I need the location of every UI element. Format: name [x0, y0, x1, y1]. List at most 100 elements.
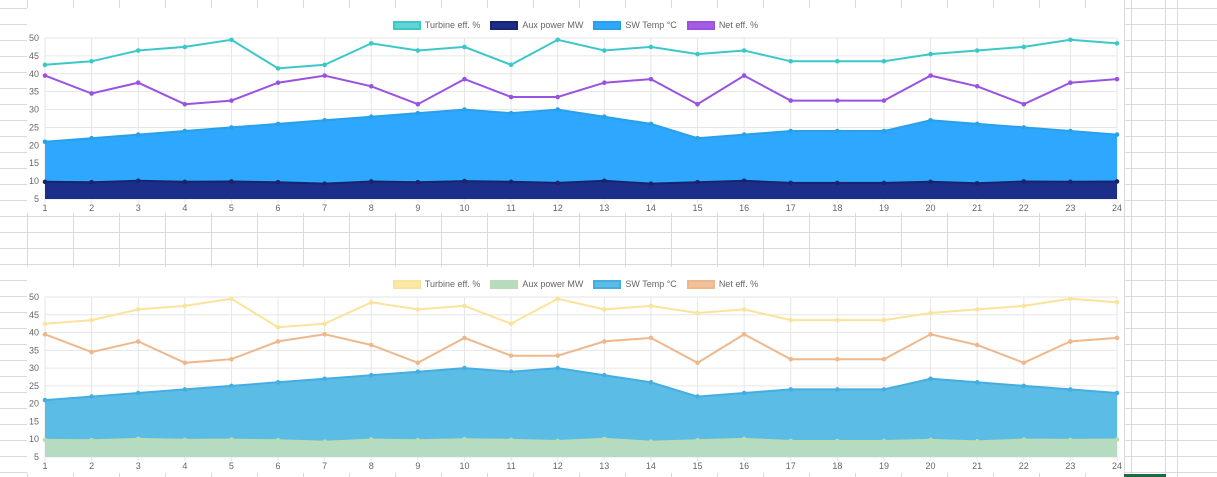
data-point[interactable]: [555, 296, 560, 302]
data-point[interactable]: [322, 62, 327, 68]
data-point[interactable]: [974, 342, 980, 348]
data-point[interactable]: [788, 387, 794, 392]
data-point[interactable]: [602, 114, 607, 120]
data-point[interactable]: [508, 94, 514, 100]
data-point[interactable]: [415, 437, 421, 443]
data-point[interactable]: [788, 98, 794, 103]
data-point[interactable]: [42, 73, 48, 78]
legend-item[interactable]: Net eff. %: [686, 20, 758, 30]
data-point[interactable]: [1114, 335, 1120, 341]
data-point[interactable]: [648, 439, 654, 445]
data-point[interactable]: [462, 44, 467, 50]
data-point[interactable]: [229, 125, 234, 130]
data-point[interactable]: [229, 356, 234, 362]
data-point[interactable]: [741, 178, 747, 184]
data-point[interactable]: [275, 80, 281, 86]
data-point[interactable]: [415, 48, 421, 53]
data-point[interactable]: [42, 437, 48, 443]
data-point[interactable]: [928, 310, 933, 316]
legend-item[interactable]: SW Temp °C: [593, 279, 677, 289]
data-point[interactable]: [835, 317, 840, 323]
data-point[interactable]: [42, 321, 48, 326]
data-point[interactable]: [182, 303, 188, 309]
data-point[interactable]: [275, 66, 281, 71]
data-point[interactable]: [1021, 44, 1027, 50]
data-point[interactable]: [695, 135, 700, 141]
data-point[interactable]: [229, 37, 234, 43]
data-point[interactable]: [182, 387, 188, 392]
data-point[interactable]: [835, 128, 840, 134]
data-point[interactable]: [89, 317, 94, 323]
data-point[interactable]: [695, 360, 700, 366]
data-point[interactable]: [135, 339, 141, 344]
data-point[interactable]: [555, 107, 560, 112]
data-point[interactable]: [182, 128, 188, 134]
data-point[interactable]: [788, 58, 794, 64]
data-point[interactable]: [835, 180, 840, 186]
data-point[interactable]: [462, 178, 467, 184]
data-point[interactable]: [788, 128, 794, 134]
data-point[interactable]: [648, 380, 654, 385]
data-point[interactable]: [322, 439, 327, 445]
data-point[interactable]: [1114, 41, 1120, 46]
data-point[interactable]: [135, 48, 141, 53]
data-point[interactable]: [42, 139, 48, 145]
data-point[interactable]: [835, 98, 840, 103]
data-point[interactable]: [508, 110, 514, 116]
data-point[interactable]: [602, 339, 607, 344]
data-point[interactable]: [928, 179, 933, 185]
data-point[interactable]: [602, 307, 607, 312]
data-point[interactable]: [89, 394, 94, 399]
data-point[interactable]: [275, 324, 281, 330]
data-point[interactable]: [42, 332, 48, 337]
data-point[interactable]: [1068, 80, 1073, 86]
data-point[interactable]: [1068, 437, 1073, 443]
data-point[interactable]: [1021, 179, 1027, 184]
data-point[interactable]: [1021, 383, 1027, 389]
data-point[interactable]: [508, 369, 514, 374]
data-point[interactable]: [42, 62, 48, 68]
data-point[interactable]: [928, 73, 933, 78]
data-point[interactable]: [602, 436, 607, 442]
data-point[interactable]: [555, 438, 560, 444]
data-point[interactable]: [835, 438, 840, 444]
data-point[interactable]: [602, 372, 607, 378]
data-point[interactable]: [89, 135, 94, 141]
legend-item[interactable]: SW Temp °C: [593, 20, 677, 30]
data-point[interactable]: [229, 179, 234, 184]
data-point[interactable]: [182, 101, 188, 107]
data-point[interactable]: [322, 321, 327, 326]
data-point[interactable]: [1068, 37, 1073, 43]
data-point[interactable]: [928, 437, 933, 443]
data-point[interactable]: [508, 353, 514, 358]
data-point[interactable]: [135, 80, 141, 86]
data-point[interactable]: [741, 332, 747, 337]
data-point[interactable]: [322, 332, 327, 337]
data-point[interactable]: [275, 339, 281, 344]
data-point[interactable]: [1021, 303, 1027, 309]
data-point[interactable]: [881, 98, 887, 103]
data-point[interactable]: [555, 180, 560, 186]
data-point[interactable]: [928, 51, 933, 57]
data-point[interactable]: [42, 179, 48, 185]
data-point[interactable]: [229, 383, 234, 389]
data-point[interactable]: [788, 356, 794, 362]
data-point[interactable]: [555, 94, 560, 100]
data-point[interactable]: [182, 360, 188, 366]
legend-item[interactable]: Net eff. %: [686, 279, 758, 289]
data-point[interactable]: [182, 437, 188, 443]
data-point[interactable]: [368, 114, 374, 120]
data-point[interactable]: [695, 51, 700, 57]
data-point[interactable]: [555, 365, 560, 371]
data-point[interactable]: [368, 300, 374, 305]
data-point[interactable]: [462, 303, 467, 309]
data-point[interactable]: [741, 132, 747, 137]
data-point[interactable]: [1021, 437, 1027, 442]
data-point[interactable]: [415, 179, 421, 185]
data-point[interactable]: [695, 101, 700, 107]
data-point[interactable]: [974, 121, 980, 127]
data-point[interactable]: [322, 181, 327, 186]
data-point[interactable]: [508, 321, 514, 326]
data-point[interactable]: [788, 438, 794, 444]
data-point[interactable]: [788, 180, 794, 186]
